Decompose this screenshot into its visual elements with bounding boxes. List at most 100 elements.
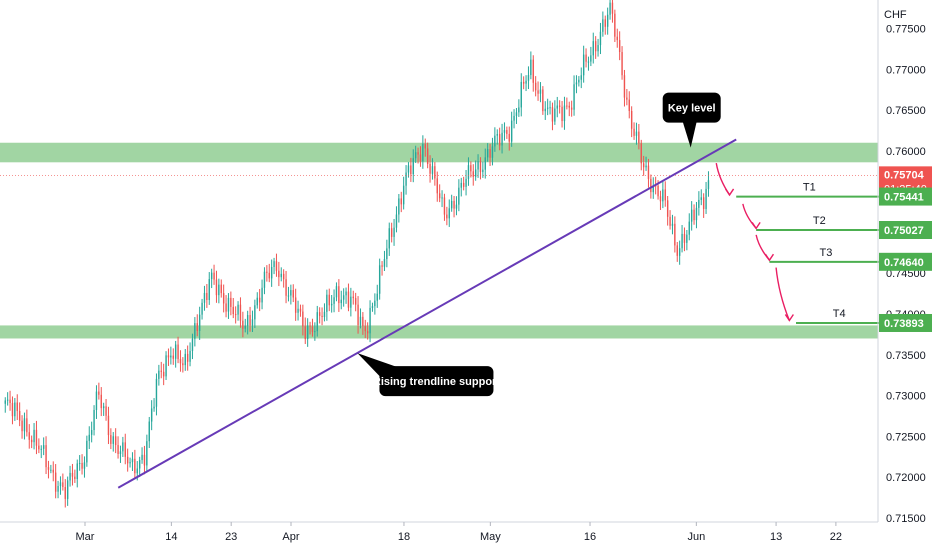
candle-body [494, 135, 496, 147]
candle-body [585, 54, 587, 62]
candle-body [326, 294, 328, 312]
target-price-tag-bg [879, 313, 932, 332]
candle-body [683, 233, 686, 243]
candle-body [611, 2, 614, 14]
candle-body [496, 134, 498, 136]
callout-pointer [682, 121, 697, 148]
candle-body [52, 469, 54, 473]
candle-body [652, 185, 654, 193]
candle-body [678, 248, 681, 256]
candle-body [472, 171, 474, 177]
candle-body [705, 188, 707, 209]
candle-body [299, 308, 302, 312]
candle-body [570, 107, 573, 110]
candle-body [76, 463, 78, 479]
candle-body [4, 400, 6, 404]
candle-body [194, 323, 196, 339]
candle-body [695, 207, 698, 221]
target-price-tag-bg [879, 221, 932, 240]
candle-body [54, 472, 57, 492]
candle-body [107, 415, 110, 436]
candle-body [681, 233, 683, 249]
x-tick-label: May [480, 531, 501, 543]
target-price-value: 0.74640 [884, 257, 924, 269]
candle-body [460, 182, 462, 188]
candle-body [693, 209, 695, 221]
candle-body [196, 323, 198, 331]
candle-body [33, 429, 35, 443]
candle-body [594, 41, 597, 52]
candle-body [81, 462, 83, 469]
candle-body [206, 292, 208, 301]
projection-arrow-2 [742, 203, 761, 230]
candle-body [230, 297, 232, 307]
candle-body [412, 158, 414, 175]
candle-body [6, 399, 9, 401]
target-price-value: 0.75027 [884, 225, 924, 237]
candle-body [686, 234, 688, 243]
candle-body [153, 406, 155, 409]
candle-body [623, 75, 626, 98]
candle-body [592, 41, 594, 56]
arrow-head [724, 188, 735, 197]
candle-body [539, 89, 542, 94]
candle-body [522, 81, 525, 84]
candle-body [47, 467, 50, 470]
candle-body [525, 80, 527, 84]
candle-body [645, 165, 647, 168]
candle-body [436, 178, 438, 194]
candle-body [268, 272, 270, 279]
candle-body [347, 291, 350, 308]
candle-body [26, 418, 28, 433]
candle-body [316, 312, 318, 332]
candle-body [458, 187, 460, 205]
target-lines: T1 T2 T3 T4 [736, 182, 883, 324]
candle-body [102, 406, 105, 409]
y-axis: 0.775000.770000.765000.760000.755000.750… [886, 24, 926, 525]
candle-body [438, 193, 441, 199]
candle-body [314, 331, 316, 333]
candle-body [489, 149, 491, 158]
candle-body [117, 445, 119, 455]
candle-body [707, 180, 710, 189]
candle-body [369, 307, 371, 334]
arrow-head [764, 253, 775, 262]
y-tick-label: 0.77500 [886, 24, 926, 36]
candle-body [225, 303, 227, 312]
candle-body [114, 436, 117, 446]
candle-body [124, 442, 126, 457]
candle-body [491, 146, 494, 158]
target-price-tag-t2: 0.75027 [879, 221, 932, 240]
candle-body [309, 325, 311, 327]
candle-body [287, 295, 290, 297]
candle-body [455, 204, 458, 209]
current-price-value: 0.75704 [884, 169, 925, 181]
y-tick-label: 0.74500 [886, 268, 926, 280]
candle-body [122, 442, 124, 452]
candle-body [554, 108, 556, 122]
candle-body [148, 421, 150, 442]
candle-body [40, 448, 42, 450]
candle-body [618, 40, 621, 53]
candle-body [537, 90, 539, 94]
candle-body [484, 157, 486, 170]
projection-arrow-3 [755, 234, 775, 262]
x-tick-label: 14 [165, 531, 177, 543]
candle-body [395, 214, 398, 228]
candle-body [45, 445, 47, 468]
candle-body [174, 344, 177, 359]
candle-body [616, 36, 618, 41]
callout-pointer [357, 353, 398, 381]
candle-body [302, 311, 304, 327]
candle-body [146, 441, 148, 466]
candle-body [69, 472, 71, 481]
candle-body [172, 355, 174, 359]
candle-body [11, 402, 14, 417]
candle-body [78, 462, 81, 464]
candle-body [419, 154, 422, 162]
candle-body [674, 223, 676, 246]
target-price-value: 0.75441 [884, 192, 924, 204]
candle-body [23, 418, 26, 432]
x-tick-label: 16 [584, 531, 596, 543]
